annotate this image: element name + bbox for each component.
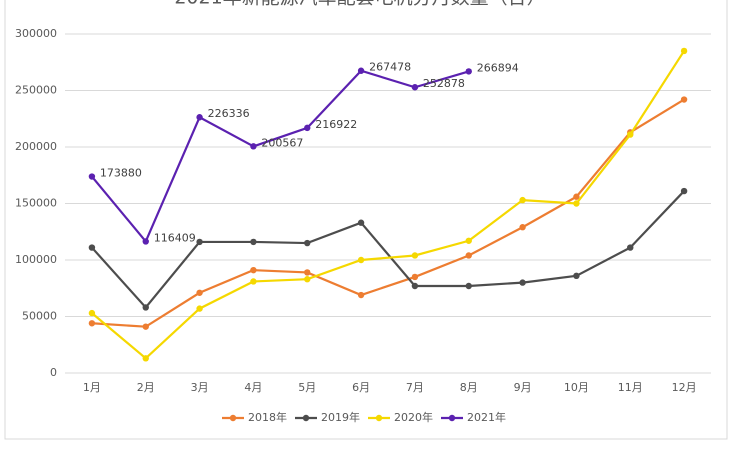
legend-marker bbox=[229, 414, 237, 422]
y-tick-label: 50000 bbox=[22, 310, 57, 323]
data-point bbox=[142, 323, 149, 330]
data-point bbox=[465, 68, 472, 75]
data-point bbox=[357, 256, 365, 264]
x-tick-label: 10月 bbox=[564, 381, 589, 394]
data-point bbox=[519, 224, 526, 231]
data-point bbox=[142, 238, 149, 245]
data-label: 173880 bbox=[100, 167, 142, 180]
data-point bbox=[142, 355, 149, 362]
data-point bbox=[88, 309, 96, 317]
x-tick-label: 9月 bbox=[514, 381, 532, 394]
data-point bbox=[627, 131, 634, 138]
data-point bbox=[465, 252, 472, 259]
y-tick-label: 150000 bbox=[15, 197, 57, 210]
data-point bbox=[88, 320, 96, 327]
series-line bbox=[91, 190, 685, 310]
data-label: 116409 bbox=[154, 231, 196, 244]
data-point bbox=[250, 266, 257, 274]
data-label: 226336 bbox=[208, 107, 250, 120]
data-point bbox=[411, 252, 419, 259]
x-tick-label: 5月 bbox=[298, 381, 316, 394]
legend-label: 2020年 bbox=[394, 410, 433, 424]
data-point bbox=[519, 196, 526, 204]
data-point bbox=[304, 269, 311, 276]
legend-label: 2019年 bbox=[321, 410, 360, 424]
data-point bbox=[88, 173, 96, 180]
data-label: 216922 bbox=[315, 118, 357, 131]
data-point bbox=[411, 84, 419, 91]
data-point bbox=[88, 244, 96, 251]
x-tick-label: 8月 bbox=[460, 381, 478, 394]
x-tick-label: 3月 bbox=[191, 381, 209, 394]
data-point bbox=[196, 305, 203, 312]
data-point bbox=[573, 200, 580, 207]
x-tick-label: 2月 bbox=[137, 381, 155, 394]
x-tick-label: 11月 bbox=[618, 381, 643, 394]
x-tick-label: 6月 bbox=[352, 381, 370, 394]
legend-label: 2018年 bbox=[248, 410, 287, 424]
data-point bbox=[680, 96, 688, 103]
y-tick-label: 100000 bbox=[15, 253, 57, 266]
data-label: 200567 bbox=[261, 136, 303, 149]
data-label: 252878 bbox=[423, 77, 465, 90]
data-point bbox=[357, 219, 365, 226]
legend-marker bbox=[375, 414, 383, 422]
data-point bbox=[519, 279, 526, 286]
data-point bbox=[196, 238, 203, 246]
legend-marker bbox=[448, 414, 456, 422]
x-tick-label: 1月 bbox=[83, 381, 101, 394]
x-tick-label: 7月 bbox=[406, 381, 424, 394]
data-point bbox=[250, 143, 257, 150]
x-tick-label: 12月 bbox=[672, 381, 697, 394]
y-tick-label: 0 bbox=[50, 366, 57, 379]
y-tick-label: 250000 bbox=[15, 84, 57, 97]
data-point bbox=[250, 238, 257, 246]
data-point bbox=[196, 289, 203, 296]
y-tick-label: 200000 bbox=[15, 140, 57, 153]
data-point bbox=[357, 291, 365, 299]
legend-marker bbox=[302, 414, 310, 422]
series-line bbox=[91, 69, 470, 244]
data-point bbox=[357, 67, 365, 74]
data-point bbox=[680, 187, 688, 195]
data-point bbox=[573, 193, 580, 200]
data-point bbox=[304, 276, 311, 283]
x-tick-label: 4月 bbox=[244, 381, 262, 394]
data-point bbox=[196, 114, 203, 121]
data-point bbox=[411, 282, 419, 290]
data-point bbox=[465, 282, 472, 290]
data-point bbox=[627, 244, 634, 251]
series-line bbox=[91, 50, 686, 360]
data-point bbox=[465, 237, 472, 244]
legend-label: 2021年 bbox=[467, 410, 506, 424]
data-point bbox=[304, 124, 311, 132]
y-tick-label: 300000 bbox=[15, 27, 57, 40]
data-point bbox=[304, 239, 311, 247]
data-point bbox=[680, 47, 688, 55]
data-label: 266894 bbox=[477, 61, 519, 74]
data-point bbox=[573, 272, 580, 280]
data-point bbox=[411, 273, 419, 281]
data-point bbox=[142, 304, 149, 311]
chart-title: 2021年新能源汽车配套电机分月数量（台） bbox=[174, 0, 545, 9]
data-point bbox=[250, 278, 257, 285]
series-line bbox=[91, 98, 685, 328]
data-label: 267478 bbox=[369, 61, 411, 74]
